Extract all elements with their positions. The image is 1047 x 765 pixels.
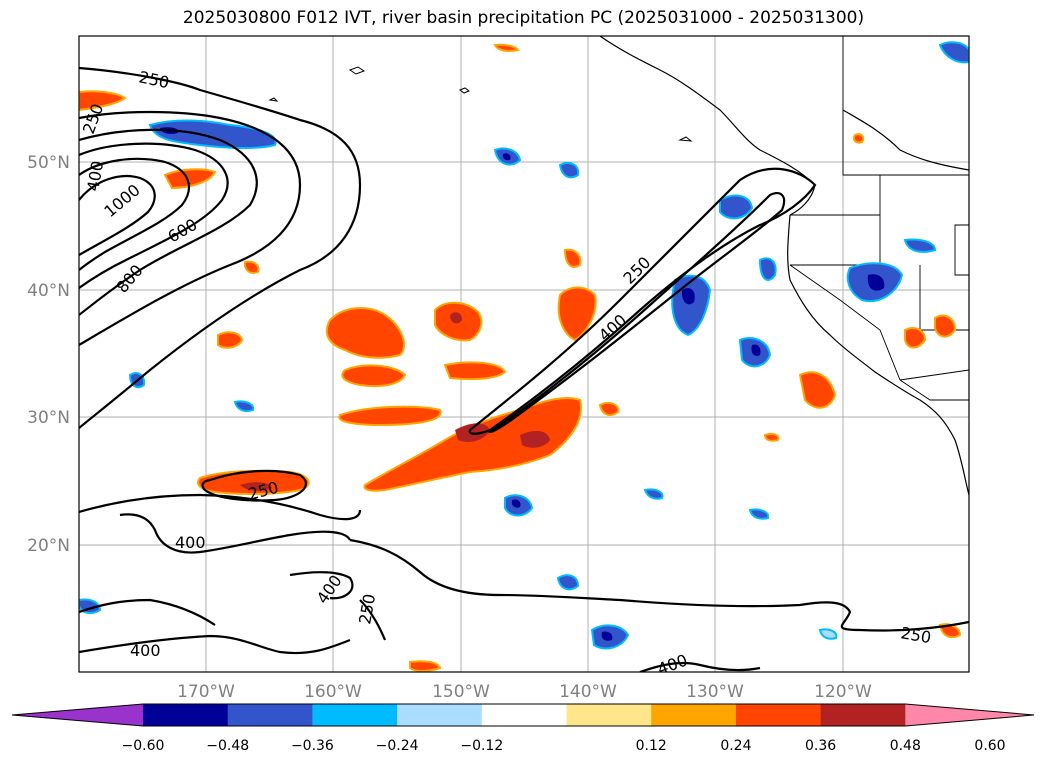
longitude-tick-labels: 170°W 160°W 150°W 140°W 130°W 120°W bbox=[177, 682, 872, 702]
latitude-tick-labels: 50°N 40°N 30°N 20°N bbox=[27, 153, 70, 556]
map-frame bbox=[78, 35, 970, 673]
colorbar-tick-label: 0.36 bbox=[805, 738, 836, 754]
colorbar-outline bbox=[11, 703, 1035, 727]
colorbar-tick-label: −0.36 bbox=[291, 738, 334, 754]
colorbar-segment bbox=[566, 704, 652, 726]
contour-label: 400 bbox=[175, 533, 206, 552]
colorbar-tick-label: −0.24 bbox=[376, 738, 419, 754]
lat-tick-label: 40°N bbox=[27, 281, 70, 301]
colorbar-tick-label: −0.48 bbox=[206, 738, 249, 754]
colorbar-tick-label: −0.12 bbox=[460, 738, 503, 754]
lon-tick-label: 170°W bbox=[177, 682, 235, 702]
lat-tick-label: 50°N bbox=[27, 153, 70, 173]
contour-label: 400 bbox=[130, 641, 161, 660]
colorbar-segment bbox=[820, 704, 906, 726]
colorbar-segment bbox=[312, 704, 398, 726]
lon-tick-label: 140°W bbox=[559, 682, 617, 702]
ivt-contours bbox=[79, 66, 969, 672]
colorbar-tick-label: 0.24 bbox=[720, 738, 751, 754]
lat-tick-label: 30°N bbox=[27, 408, 70, 428]
precip-positive-shading bbox=[79, 43, 962, 672]
colorbar-tick-label: −0.60 bbox=[122, 738, 165, 754]
lat-tick-label: 20°N bbox=[27, 536, 70, 556]
colorbar-segment bbox=[227, 704, 313, 726]
lon-tick-label: 160°W bbox=[304, 682, 362, 702]
lon-tick-label: 130°W bbox=[686, 682, 744, 702]
colorbar-tick-label: 0.12 bbox=[636, 738, 667, 754]
map-title: 2025030800 F012 IVT, river basin precipi… bbox=[182, 8, 865, 28]
colorbar-tick-label: 0.60 bbox=[974, 738, 1005, 754]
colorbar-extension-high bbox=[905, 704, 1034, 726]
colorbar-segment bbox=[481, 704, 567, 726]
colorbar-segment bbox=[651, 704, 737, 726]
colorbar-segment bbox=[397, 704, 483, 726]
small-islands bbox=[268, 66, 693, 142]
colorbar-segment bbox=[143, 704, 229, 726]
colorbar-segment bbox=[735, 704, 822, 726]
colorbar: −0.60 −0.48 −0.36 −0.24 −0.12 0.12 0.24 0.36 0.4… bbox=[11, 703, 1035, 754]
lon-tick-label: 150°W bbox=[432, 682, 490, 702]
colorbar-tick-label: 0.48 bbox=[890, 738, 921, 754]
colorbar-extension-low bbox=[12, 704, 143, 726]
lon-tick-label: 120°W bbox=[814, 682, 872, 702]
